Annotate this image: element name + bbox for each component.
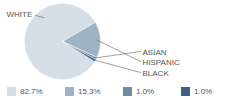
svg-text:WHITE: WHITE xyxy=(7,10,33,19)
svg-text:BLACK: BLACK xyxy=(143,69,170,78)
html-text:82.7%: 82.7% xyxy=(20,86,43,96)
html-text:15.3%: 15.3% xyxy=(78,86,101,96)
html-text:1.0%: 1.0% xyxy=(136,86,155,96)
html-text:1.0%: 1.0% xyxy=(194,86,213,96)
svg-text:ASIAN: ASIAN xyxy=(143,48,167,57)
svg-text:HISPANIC: HISPANIC xyxy=(143,58,180,67)
